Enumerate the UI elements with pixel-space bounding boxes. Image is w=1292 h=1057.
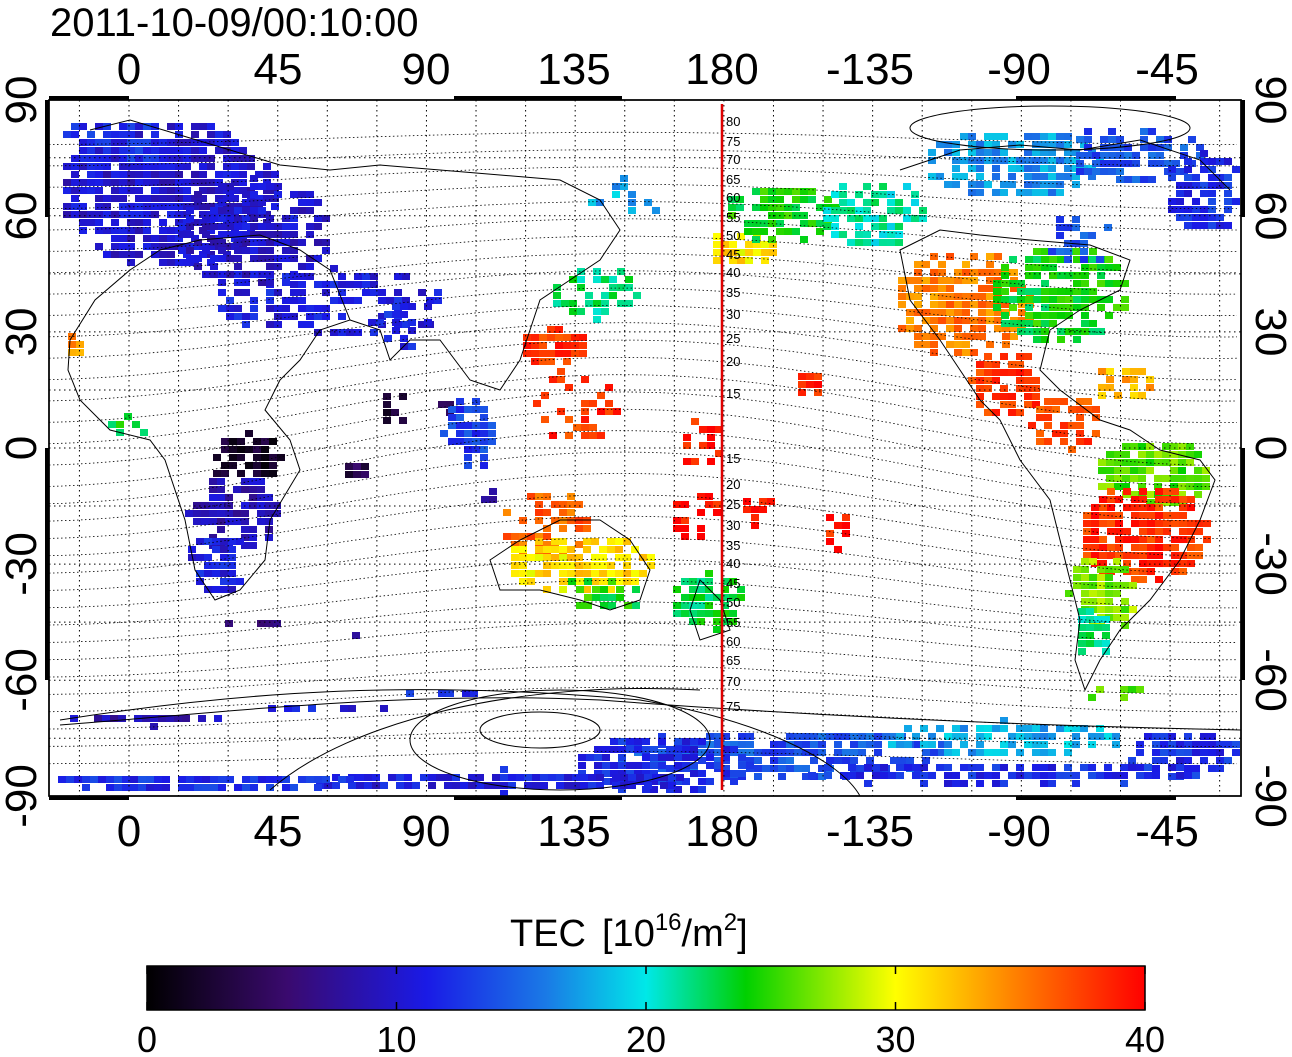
meridian-label: 75	[726, 699, 740, 714]
colorbar-tick-label: 40	[1125, 1019, 1165, 1057]
meridian-label: 50	[726, 228, 740, 243]
meridian-label: 40	[726, 556, 740, 571]
colorbar-unit-close: ]	[737, 913, 748, 955]
meridian-label: 55	[726, 615, 740, 630]
meridian-label: 45	[726, 247, 740, 262]
frame-bands	[45, 96, 1245, 800]
y-tick-right-label: 90	[1246, 76, 1292, 125]
x-tick-bottom-label: 90	[402, 807, 451, 856]
y-tick-right-label: 0	[1246, 436, 1292, 460]
colorbar-unit-open: [10	[602, 913, 655, 955]
meridian-label: 25	[726, 331, 740, 346]
lat-lon-grid	[49, 100, 1241, 796]
y-tick-left-label: -90	[0, 764, 46, 828]
y-tick-right-label: -30	[1246, 532, 1292, 596]
x-tick-top-label: -45	[1135, 45, 1199, 94]
map-plot-area: 80 75 70 65 60 55 50 45 40 35 30 25 20 15 15 20 25 30 35 40…	[48, 99, 1242, 797]
meridian-label: 35	[726, 538, 740, 553]
meridian-label: 65	[726, 172, 740, 187]
x-tick-top-label: 45	[254, 45, 303, 94]
colorbar-title: TEC [1016/m2]	[510, 909, 748, 955]
y-tick-left-label: 90	[0, 76, 46, 125]
x-tick-bottom-label: 135	[537, 807, 610, 856]
y-axis-left-labels: 90 60 30 0 -30 -60 -90	[0, 76, 46, 828]
colorbar-tick-label: 30	[875, 1019, 915, 1057]
meridian-label: 35	[726, 285, 740, 300]
y-tick-left-label: 0	[0, 436, 46, 460]
meridian-label: 20	[726, 477, 740, 492]
meridian-label: 30	[726, 307, 740, 322]
x-tick-bottom-label: -90	[987, 807, 1051, 856]
y-tick-right-label: 30	[1246, 308, 1292, 357]
meridian-label: 50	[726, 595, 740, 610]
colorbar-title-main: TEC	[510, 913, 586, 955]
meridian-label: 55	[726, 210, 740, 225]
meridian-label: 80	[726, 114, 740, 129]
magnetic-contours	[49, 105, 1238, 796]
y-tick-left-label: 60	[0, 192, 46, 241]
meridian-label: 70	[726, 674, 740, 689]
x-tick-bottom-label: 45	[254, 807, 303, 856]
timestamp-title: 2011-10-09/00:10:00	[50, 1, 418, 45]
x-axis-top-labels: 0 45 90 135 180 -135 -90 -45	[117, 45, 1199, 94]
y-tick-right-label: -60	[1246, 648, 1292, 712]
colorbar-tick-label: 20	[626, 1019, 666, 1057]
y-tick-right-label: -90	[1246, 764, 1292, 828]
x-tick-top-label: 90	[402, 45, 451, 94]
y-axis-right-labels: 90 60 30 0 -30 -60 -90	[1246, 76, 1292, 828]
y-tick-left-label: -30	[0, 532, 46, 596]
meridian-label: 60	[726, 190, 740, 205]
y-tick-left-label: 30	[0, 308, 46, 357]
x-tick-bottom-label: -135	[826, 807, 914, 856]
x-axis-bottom-labels: 0 45 90 135 180 -135 -90 -45	[117, 807, 1199, 856]
meridian-label: 25	[726, 497, 740, 512]
meridian-label: 45	[726, 576, 740, 591]
meridian-labels: 80 75 70 65 60 55 50 45 40 35 30 25 20 15 15 20 25 30 35 40…	[726, 114, 740, 714]
colorbar-tick-label: 0	[137, 1019, 157, 1057]
x-tick-top-label: -90	[987, 45, 1051, 94]
x-tick-top-label: -135	[826, 45, 914, 94]
x-tick-bottom-label: 0	[117, 807, 141, 856]
x-tick-top-label: 180	[685, 45, 758, 94]
meridian-label: 15	[726, 386, 740, 401]
colorbar-ticks: 0 10 20 30 40	[137, 966, 1165, 1057]
x-tick-top-label: 0	[117, 45, 141, 94]
meridian-label: 30	[726, 518, 740, 533]
coastlines	[59, 119, 1241, 731]
meridian-label: 75	[726, 134, 740, 149]
y-tick-left-label: -60	[0, 648, 46, 712]
colorbar-tick-label: 10	[376, 1019, 416, 1057]
meridian-label: 65	[726, 653, 740, 668]
meridian-label: 60	[726, 634, 740, 649]
meridian-label: 15	[726, 451, 740, 466]
meridian-label: 20	[726, 354, 740, 369]
y-tick-right-label: 60	[1246, 192, 1292, 241]
meridian-label: 70	[726, 152, 740, 167]
colorbar-unit-exponent: 16	[655, 909, 682, 936]
x-tick-bottom-label: -45	[1135, 807, 1199, 856]
meridian-label: 40	[726, 265, 740, 280]
colorbar-unit-middle: /m	[682, 913, 724, 955]
x-tick-bottom-label: 180	[685, 807, 758, 856]
x-tick-top-label: 135	[537, 45, 610, 94]
colorbar-unit-exponent2: 2	[724, 909, 737, 936]
